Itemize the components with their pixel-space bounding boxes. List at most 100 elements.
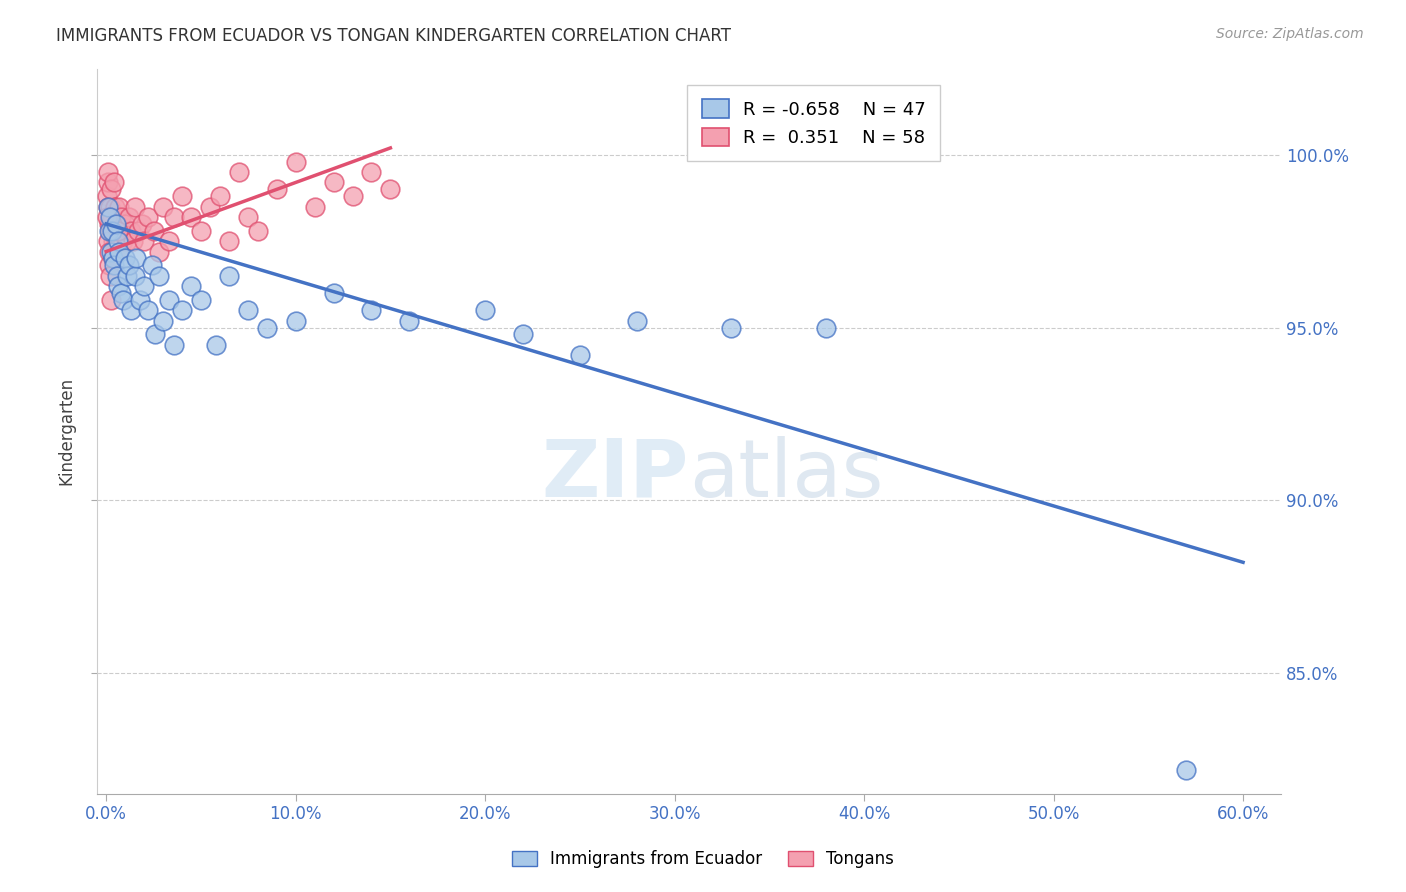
Point [124,268,146,283]
Point [136,303,159,318]
Point [115,268,138,283]
Point [360,303,382,318]
Point [129,293,152,307]
Point [97,234,120,248]
Point [103,252,125,266]
Point [96,210,118,224]
Point [124,200,146,214]
Point [100,293,122,307]
Point [110,285,132,300]
Point [127,224,149,238]
Point [626,313,648,327]
Point [101,224,124,238]
Point [163,338,186,352]
Point [108,200,131,214]
Point [145,327,167,342]
Point [208,189,231,203]
Point [101,234,124,248]
Point [107,234,129,248]
Point [238,210,260,224]
Point [238,303,260,318]
Point [101,252,124,266]
Point [120,303,142,318]
Point [132,279,155,293]
Legend: R = -0.658    N = 47, R =  0.351    N = 58: R = -0.658 N = 47, R = 0.351 N = 58 [688,85,941,161]
Point [97,244,120,259]
Point [304,200,326,214]
Point [815,320,838,334]
Point [180,279,202,293]
Point [360,165,382,179]
Point [284,154,307,169]
Point [112,234,135,248]
Point [114,217,136,231]
Point [110,224,132,238]
Point [152,313,174,327]
Point [322,176,344,190]
Point [98,217,121,231]
Point [107,244,129,259]
Point [104,200,127,214]
Point [125,252,148,266]
Point [98,210,121,224]
Point [266,182,288,196]
Point [131,217,153,231]
Point [157,234,180,248]
Point [218,268,240,283]
Point [141,258,163,272]
Point [105,268,128,283]
Point [568,348,591,362]
Point [218,234,240,248]
Point [180,210,202,224]
Point [152,200,174,214]
Point [98,200,121,214]
Point [108,244,131,259]
Point [512,327,534,342]
Text: atlas: atlas [689,435,883,514]
Point [205,338,228,352]
Point [170,303,193,318]
Point [284,313,307,327]
Point [163,210,186,224]
Point [97,200,120,214]
Point [98,258,121,272]
Point [110,210,132,224]
Point [100,182,122,196]
Point [1175,763,1198,777]
Point [148,268,170,283]
Point [97,200,120,214]
Point [118,258,141,272]
Point [380,182,402,196]
Point [98,224,121,238]
Point [105,217,128,231]
Point [120,224,142,238]
Point [342,189,364,203]
Legend: Immigrants from Ecuador, Tongans: Immigrants from Ecuador, Tongans [506,844,900,875]
Point [103,258,125,272]
Point [228,165,250,179]
Point [96,189,118,203]
Point [190,293,212,307]
Point [97,176,120,190]
Text: IMMIGRANTS FROM ECUADOR VS TONGAN KINDERGARTEN CORRELATION CHART: IMMIGRANTS FROM ECUADOR VS TONGAN KINDER… [56,27,731,45]
Point [101,210,124,224]
Point [103,176,125,190]
Point [157,293,180,307]
Point [98,224,121,238]
Text: Source: ZipAtlas.com: Source: ZipAtlas.com [1216,27,1364,41]
Point [720,320,742,334]
Y-axis label: Kindergarten: Kindergarten [58,377,75,485]
Point [104,234,127,248]
Point [200,200,222,214]
Point [148,244,170,259]
Point [256,320,278,334]
Point [398,313,420,327]
Point [322,285,344,300]
Point [246,224,269,238]
Point [474,303,496,318]
Point [142,224,165,238]
Point [98,268,121,283]
Point [100,244,122,259]
Point [97,165,120,179]
Text: ZIP: ZIP [541,435,689,514]
